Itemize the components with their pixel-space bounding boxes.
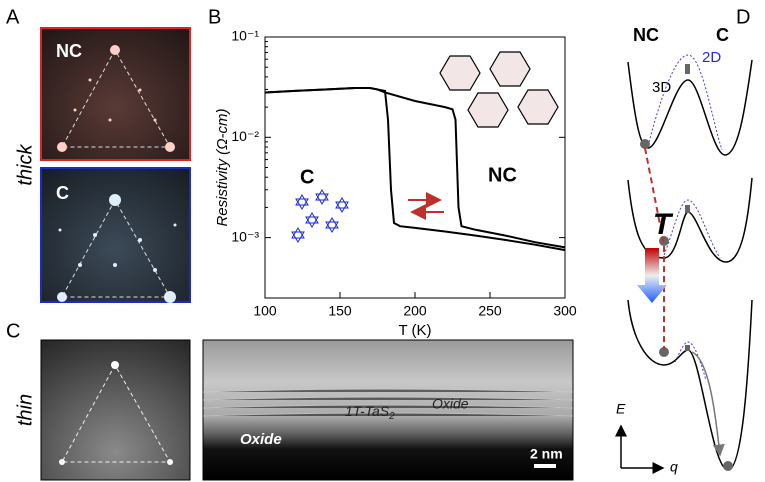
x-tick-label: 250 xyxy=(478,303,502,319)
data-line xyxy=(264,87,566,249)
y-axis-label: Resistivity (Ω-cm) xyxy=(214,108,231,226)
tem-image xyxy=(202,339,574,481)
side-label: thin xyxy=(14,394,36,426)
panel-label: B xyxy=(208,6,221,28)
image-label: NC xyxy=(56,41,82,61)
x-axis-label: T (K) xyxy=(398,322,431,339)
spots xyxy=(57,194,177,303)
y-tick-label: 10⁻¹ xyxy=(231,28,259,44)
layers xyxy=(202,388,574,417)
panel-label: C xyxy=(6,320,20,342)
x-tick-label: 150 xyxy=(328,303,352,319)
annotation: Oxide xyxy=(240,431,282,448)
axis-label: q xyxy=(670,459,678,475)
state-label: C xyxy=(716,25,729,45)
scale-bar xyxy=(534,464,556,468)
triangle xyxy=(61,363,171,463)
mode-label: 2D xyxy=(702,49,721,66)
image-label: C xyxy=(56,183,69,203)
c-lattice-icon xyxy=(291,189,349,243)
triangle xyxy=(61,198,171,298)
nc-lattice-icon xyxy=(439,51,559,128)
triangle xyxy=(61,48,171,148)
chart: 10⁻³ 10⁻² 10⁻¹ 100 150 200 250 300 Resistivity (… xyxy=(214,28,577,339)
x-tick-label: 300 xyxy=(553,303,577,319)
y-tick-label: 10⁻² xyxy=(231,128,259,144)
spots xyxy=(59,361,173,465)
spots xyxy=(57,45,175,152)
y-tick-label: 10⁻³ xyxy=(231,228,259,244)
relax-arrow xyxy=(691,351,725,457)
side-label: thick xyxy=(14,143,36,185)
state-balls xyxy=(640,64,733,471)
panel-label: A xyxy=(6,6,20,28)
state-label: NC xyxy=(633,25,659,45)
annotation: Oxide xyxy=(432,396,469,412)
panel-label: D xyxy=(736,6,750,28)
diffraction-image xyxy=(40,167,191,303)
mode-label: 3D xyxy=(652,79,671,96)
x-tick-label: 100 xyxy=(253,303,277,319)
annotation: 1T-TaS2 xyxy=(345,403,395,422)
2d-wells xyxy=(647,54,723,381)
temperature-label: T xyxy=(653,208,674,241)
axis-label: E xyxy=(616,401,626,417)
annotation: C xyxy=(300,166,314,188)
temperature-arrow xyxy=(637,248,667,303)
x-tick-label: 200 xyxy=(403,303,427,319)
scale-bar-label: 2 nm xyxy=(530,446,563,462)
annotation: NC xyxy=(488,164,517,186)
path xyxy=(644,147,665,350)
